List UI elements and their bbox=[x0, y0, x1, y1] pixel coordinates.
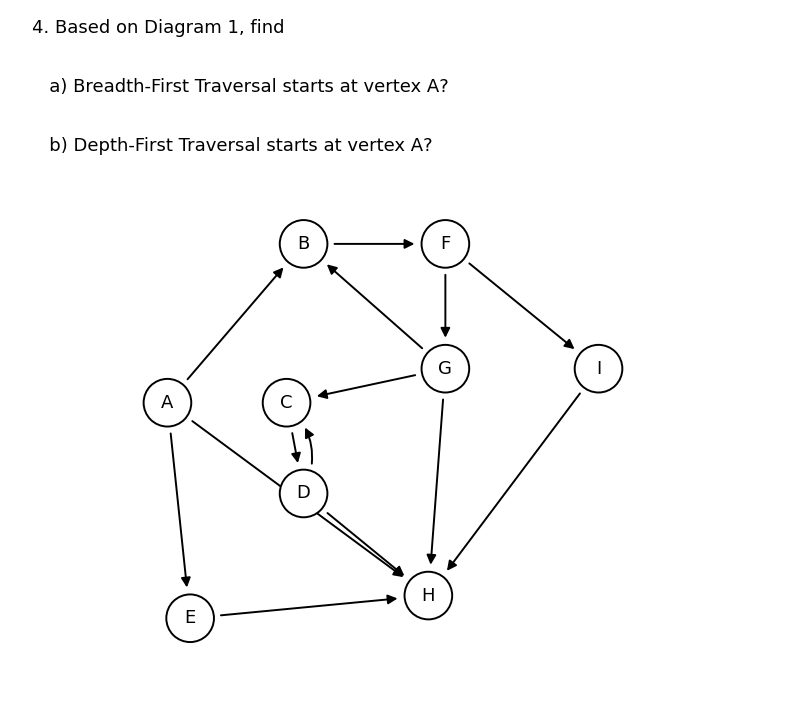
Text: B: B bbox=[298, 235, 310, 253]
Circle shape bbox=[262, 379, 310, 427]
Text: D: D bbox=[297, 484, 310, 503]
Text: E: E bbox=[185, 609, 196, 627]
Circle shape bbox=[422, 220, 469, 268]
Text: G: G bbox=[438, 359, 452, 378]
Text: H: H bbox=[422, 586, 435, 605]
Circle shape bbox=[422, 345, 469, 393]
Text: C: C bbox=[280, 393, 293, 412]
Text: F: F bbox=[440, 235, 450, 253]
Text: I: I bbox=[596, 359, 601, 378]
Text: A: A bbox=[162, 393, 174, 412]
Text: b) Depth-First Traversal starts at vertex A?: b) Depth-First Traversal starts at verte… bbox=[32, 138, 433, 155]
Circle shape bbox=[280, 220, 327, 268]
Text: a) Breadth-First Traversal starts at vertex A?: a) Breadth-First Traversal starts at ver… bbox=[32, 78, 449, 96]
Circle shape bbox=[574, 345, 622, 393]
Circle shape bbox=[166, 594, 214, 642]
Text: 4. Based on Diagram 1, find: 4. Based on Diagram 1, find bbox=[32, 18, 285, 37]
Circle shape bbox=[144, 379, 191, 427]
Circle shape bbox=[405, 571, 452, 620]
Circle shape bbox=[280, 469, 327, 518]
